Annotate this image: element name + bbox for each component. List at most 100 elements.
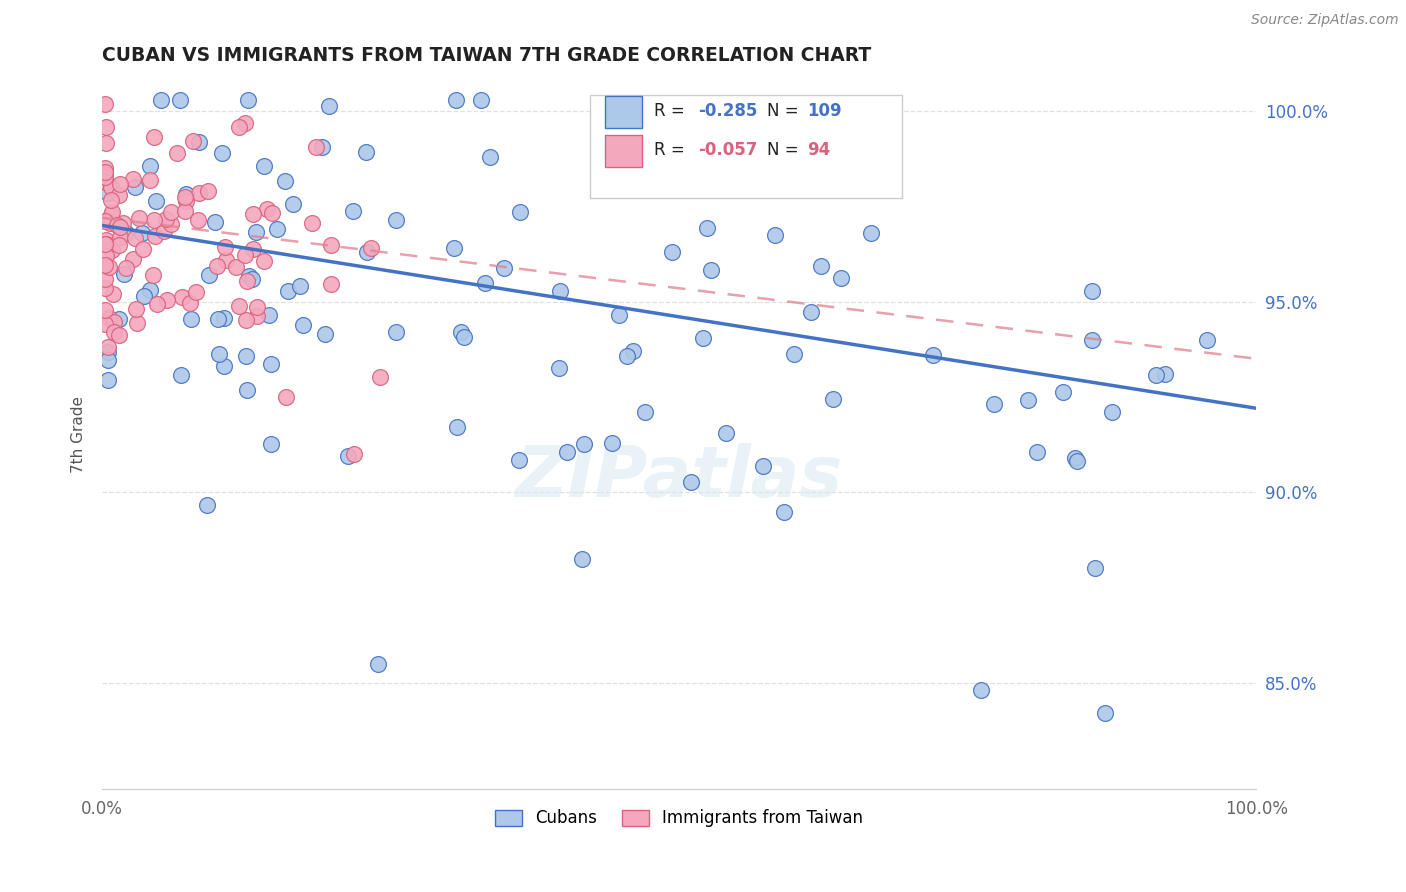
Point (830, 271, 852, 285)
Point (155, 212, 177, 227)
Point (108, 230, 131, 244)
Point (101, 216, 124, 230)
Point (125, 317, 148, 331)
Text: -0.057: -0.057 (697, 141, 758, 159)
Point (208, 347, 231, 361)
Point (94, 136, 117, 150)
Point (132, 242, 155, 256)
Point (103, 315, 125, 329)
Point (93, 161, 115, 175)
Point (204, 214, 226, 228)
Point (184, 285, 207, 299)
Point (450, 325, 472, 339)
Point (128, 211, 150, 226)
Point (783, 346, 806, 360)
Point (304, 140, 326, 154)
Point (98, 260, 121, 274)
Point (139, 283, 162, 297)
Point (124, 180, 146, 194)
Point (262, 206, 284, 220)
Point (301, 216, 323, 230)
Point (311, 140, 333, 154)
Point (970, 683, 993, 698)
Point (1081, 284, 1104, 298)
Point (93, 258, 115, 272)
Point (319, 237, 342, 252)
Point (444, 93, 467, 107)
Point (114, 226, 136, 240)
Point (139, 173, 162, 187)
Point (714, 426, 737, 441)
Point (93, 170, 115, 185)
Point (571, 552, 593, 566)
Point (494, 260, 516, 275)
Point (1101, 405, 1123, 419)
Point (142, 268, 165, 282)
Point (233, 116, 256, 130)
Point (752, 459, 775, 474)
Point (96, 237, 118, 252)
Point (260, 357, 283, 371)
Point (257, 308, 280, 322)
Point (131, 226, 153, 240)
Point (97, 345, 120, 359)
Point (763, 228, 786, 243)
Point (107, 237, 129, 252)
Point (470, 93, 492, 107)
Point (121, 252, 143, 266)
Point (681, 475, 703, 490)
Point (160, 204, 183, 219)
Point (176, 194, 198, 208)
Point (214, 240, 236, 254)
Point (256, 202, 278, 216)
Point (93, 164, 115, 178)
Point (180, 311, 202, 326)
Point (661, 244, 683, 259)
Point (1081, 333, 1104, 347)
Text: 94: 94 (807, 141, 831, 159)
Point (368, 370, 391, 384)
Point (181, 134, 204, 148)
Point (600, 435, 623, 450)
Point (1094, 706, 1116, 720)
Point (100, 193, 122, 207)
Point (260, 437, 283, 451)
Point (557, 444, 579, 458)
Point (283, 196, 305, 211)
Point (93, 214, 115, 228)
Point (609, 308, 631, 322)
Point (821, 392, 844, 406)
Point (616, 350, 638, 364)
Point (145, 194, 167, 208)
Point (170, 368, 193, 383)
Point (277, 284, 299, 298)
Point (96, 120, 118, 134)
Point (266, 222, 288, 236)
Point (236, 383, 259, 397)
Point (215, 252, 238, 267)
Point (108, 187, 131, 202)
Point (274, 390, 297, 404)
Point (228, 120, 250, 134)
Point (1025, 445, 1047, 459)
Point (97, 186, 120, 201)
Point (772, 505, 794, 519)
Text: R =: R = (654, 102, 690, 120)
Point (758, 167, 780, 181)
Point (228, 299, 250, 313)
Point (93, 175, 115, 189)
FancyBboxPatch shape (606, 135, 643, 167)
Point (621, 344, 644, 359)
Point (274, 174, 297, 188)
Point (692, 331, 714, 345)
Point (253, 253, 276, 268)
Point (153, 224, 176, 238)
Point (238, 93, 260, 107)
Point (211, 146, 233, 161)
Point (548, 285, 571, 299)
Point (142, 213, 165, 227)
Point (922, 348, 945, 362)
Point (367, 657, 389, 671)
Point (699, 263, 721, 277)
Point (100, 208, 122, 222)
